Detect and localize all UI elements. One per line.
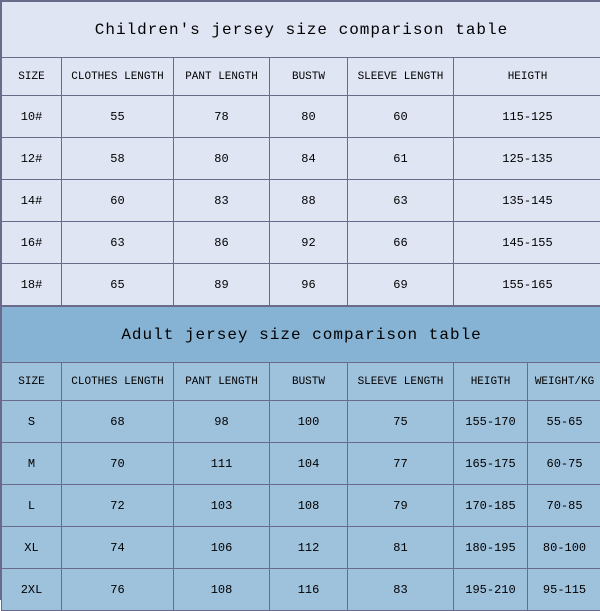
cell: 75	[348, 401, 454, 443]
table-row: 14# 60 83 88 63 135-145	[2, 180, 600, 222]
cell: 65	[62, 264, 174, 306]
cell: 76	[62, 569, 174, 611]
cell: 88	[270, 180, 348, 222]
cell: 116	[270, 569, 348, 611]
cell: 81	[348, 527, 454, 569]
table-row: L 72 103 108 79 170-185 70-85	[2, 485, 600, 527]
cell: 111	[174, 443, 270, 485]
col-sleeve-length: SLEEVE LENGTH	[348, 58, 454, 96]
col-bustw: BUSTW	[270, 363, 348, 401]
cell: 55	[62, 96, 174, 138]
cell: 60	[62, 180, 174, 222]
cell: 68	[62, 401, 174, 443]
cell: 58	[62, 138, 174, 180]
cell: 95-115	[528, 569, 600, 611]
cell: 155-170	[454, 401, 528, 443]
cell: 18#	[2, 264, 62, 306]
adult-size-table: Adult jersey size comparison table SIZE …	[1, 306, 600, 611]
col-size: SIZE	[2, 58, 62, 96]
adult-title-row: Adult jersey size comparison table	[2, 307, 600, 363]
cell: 80-100	[528, 527, 600, 569]
cell: 16#	[2, 222, 62, 264]
cell: 80	[270, 96, 348, 138]
cell: 98	[174, 401, 270, 443]
children-size-table: Children's jersey size comparison table …	[1, 1, 600, 306]
cell: 60	[348, 96, 454, 138]
cell: S	[2, 401, 62, 443]
adult-title: Adult jersey size comparison table	[2, 307, 600, 363]
cell: 125-135	[454, 138, 600, 180]
cell: 86	[174, 222, 270, 264]
cell: 74	[62, 527, 174, 569]
cell: 108	[174, 569, 270, 611]
cell: 63	[62, 222, 174, 264]
cell: 2XL	[2, 569, 62, 611]
cell: 92	[270, 222, 348, 264]
cell: 55-65	[528, 401, 600, 443]
cell: 83	[348, 569, 454, 611]
table-row: 16# 63 86 92 66 145-155	[2, 222, 600, 264]
cell: 89	[174, 264, 270, 306]
cell: 83	[174, 180, 270, 222]
children-title-row: Children's jersey size comparison table	[2, 2, 600, 58]
cell: 108	[270, 485, 348, 527]
table-row: 12# 58 80 84 61 125-135	[2, 138, 600, 180]
cell: 103	[174, 485, 270, 527]
cell: 106	[174, 527, 270, 569]
children-title: Children's jersey size comparison table	[2, 2, 600, 58]
col-pant-length: PANT LENGTH	[174, 58, 270, 96]
cell: 84	[270, 138, 348, 180]
col-clothes-length: CLOTHES LENGTH	[62, 363, 174, 401]
table-row: S 68 98 100 75 155-170 55-65	[2, 401, 600, 443]
cell: 79	[348, 485, 454, 527]
cell: 155-165	[454, 264, 600, 306]
table-row: 18# 65 89 96 69 155-165	[2, 264, 600, 306]
cell: 14#	[2, 180, 62, 222]
table-row: XL 74 106 112 81 180-195 80-100	[2, 527, 600, 569]
cell: 66	[348, 222, 454, 264]
cell: 100	[270, 401, 348, 443]
cell: 96	[270, 264, 348, 306]
col-pant-length: PANT LENGTH	[174, 363, 270, 401]
cell: 112	[270, 527, 348, 569]
col-weight: WEIGHT/KG	[528, 363, 600, 401]
col-heigth: HEIGTH	[454, 58, 600, 96]
cell: 60-75	[528, 443, 600, 485]
cell: 145-155	[454, 222, 600, 264]
cell: 115-125	[454, 96, 600, 138]
cell: 104	[270, 443, 348, 485]
col-size: SIZE	[2, 363, 62, 401]
table-row: 10# 55 78 80 60 115-125	[2, 96, 600, 138]
cell: 70	[62, 443, 174, 485]
table-row: 2XL 76 108 116 83 195-210 95-115	[2, 569, 600, 611]
size-tables-container: Children's jersey size comparison table …	[0, 0, 600, 600]
cell: 78	[174, 96, 270, 138]
cell: 61	[348, 138, 454, 180]
cell: 63	[348, 180, 454, 222]
col-heigth: HEIGTH	[454, 363, 528, 401]
cell: XL	[2, 527, 62, 569]
cell: 170-185	[454, 485, 528, 527]
cell: 72	[62, 485, 174, 527]
children-header-row: SIZE CLOTHES LENGTH PANT LENGTH BUSTW SL…	[2, 58, 600, 96]
cell: 165-175	[454, 443, 528, 485]
cell: 77	[348, 443, 454, 485]
cell: 69	[348, 264, 454, 306]
cell: 80	[174, 138, 270, 180]
col-clothes-length: CLOTHES LENGTH	[62, 58, 174, 96]
cell: 10#	[2, 96, 62, 138]
col-bustw: BUSTW	[270, 58, 348, 96]
cell: 180-195	[454, 527, 528, 569]
table-row: M 70 111 104 77 165-175 60-75	[2, 443, 600, 485]
cell: 70-85	[528, 485, 600, 527]
adult-header-row: SIZE CLOTHES LENGTH PANT LENGTH BUSTW SL…	[2, 363, 600, 401]
col-sleeve-length: SLEEVE LENGTH	[348, 363, 454, 401]
cell: 135-145	[454, 180, 600, 222]
cell: M	[2, 443, 62, 485]
cell: 195-210	[454, 569, 528, 611]
cell: 12#	[2, 138, 62, 180]
cell: L	[2, 485, 62, 527]
